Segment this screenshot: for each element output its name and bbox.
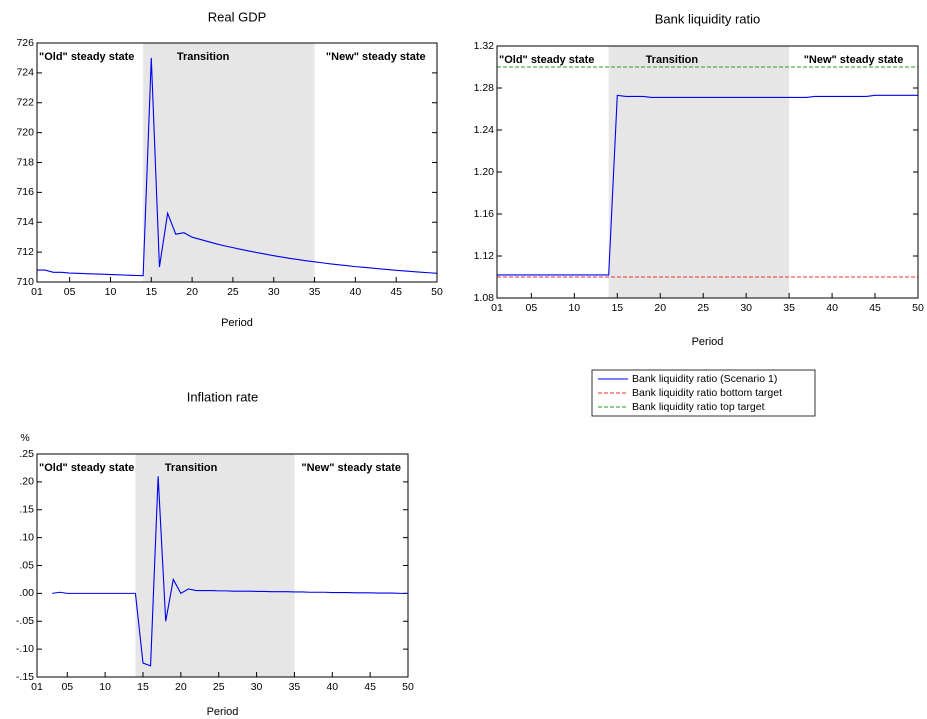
x-tick-label: 40	[826, 302, 838, 314]
y-tick-label: 1.12	[474, 250, 495, 262]
x-tick-label: 01	[31, 681, 43, 693]
y-tick-label: 1.24	[474, 124, 495, 136]
y-tick-label: 722	[16, 97, 34, 109]
x-tick-label: 05	[61, 681, 73, 693]
y-tick-label: .20	[19, 476, 34, 488]
shaded-region	[609, 46, 789, 298]
y-tick-label: 716	[16, 186, 34, 198]
y-tick-label: 720	[16, 126, 34, 138]
x-tick-label: 05	[526, 302, 538, 314]
y-tick-label: 714	[16, 216, 34, 228]
x-tick-label: 30	[268, 286, 280, 298]
x-tick-label: 01	[491, 302, 503, 314]
x-tick-label: 15	[611, 302, 623, 314]
x-axis-label: Period	[207, 706, 239, 718]
annotation: "Old" steady state	[499, 54, 594, 66]
x-tick-label: 40	[350, 286, 362, 298]
y-axis-label: %	[20, 432, 29, 444]
x-tick-label: 15	[137, 681, 149, 693]
y-tick-label: .00	[19, 587, 34, 599]
y-tick-label: 712	[16, 246, 34, 258]
x-tick-label: 25	[697, 302, 709, 314]
chart-title: Bank liquidity ratio	[655, 11, 761, 26]
x-tick-label: 25	[213, 681, 225, 693]
x-tick-label: 40	[326, 681, 338, 693]
x-tick-label: 30	[740, 302, 752, 314]
legend-label: Bank liquidity ratio bottom target	[632, 387, 782, 399]
annotation: Transition	[165, 462, 218, 474]
annotation: "New" steady state	[804, 54, 904, 66]
x-tick-label: 15	[145, 286, 157, 298]
annotation: "New" steady state	[326, 51, 426, 63]
x-tick-label: 45	[869, 302, 881, 314]
y-tick-label: 1.32	[474, 40, 495, 52]
legend-label: Bank liquidity ratio (Scenario 1)	[632, 373, 777, 385]
y-tick-label: .25	[19, 448, 34, 460]
annotation: Transition	[177, 51, 230, 63]
annotation: Transition	[646, 54, 699, 66]
x-tick-label: 10	[105, 286, 117, 298]
chart-title: Inflation rate	[187, 389, 259, 404]
chart-title: Real GDP	[208, 9, 267, 24]
y-tick-label: .05	[19, 559, 34, 571]
x-tick-label: 50	[431, 286, 443, 298]
x-tick-label: 30	[251, 681, 263, 693]
y-tick-label: 1.16	[474, 208, 495, 220]
x-tick-label: 45	[364, 681, 376, 693]
shaded-region	[143, 43, 314, 282]
figure: Real GDPPeriod71071271471671872072272472…	[0, 0, 927, 719]
x-tick-label: 05	[64, 286, 76, 298]
y-tick-label: 1.28	[474, 82, 495, 94]
x-tick-label: 35	[309, 286, 321, 298]
y-tick-label: 1.20	[474, 166, 495, 178]
x-tick-label: 10	[568, 302, 580, 314]
x-tick-label: 10	[99, 681, 111, 693]
x-tick-label: 20	[175, 681, 187, 693]
legend-label: Bank liquidity ratio top target	[632, 401, 765, 413]
x-tick-label: 25	[227, 286, 239, 298]
y-tick-label: -.10	[16, 643, 34, 655]
x-tick-label: 20	[654, 302, 666, 314]
x-tick-label: 20	[186, 286, 198, 298]
y-tick-label: 726	[16, 37, 34, 49]
x-tick-label: 35	[783, 302, 795, 314]
annotation: "Old" steady state	[39, 51, 134, 63]
y-tick-label: .15	[19, 504, 34, 516]
y-tick-label: -.05	[16, 615, 34, 627]
shaded-region	[135, 454, 294, 677]
y-tick-label: 724	[16, 67, 34, 79]
annotation: "New" steady state	[301, 462, 401, 474]
y-tick-label: 718	[16, 156, 34, 168]
x-tick-label: 50	[912, 302, 924, 314]
x-axis-label: Period	[221, 317, 253, 329]
annotation: "Old" steady state	[39, 462, 134, 474]
y-tick-label: .10	[19, 531, 34, 543]
x-tick-label: 01	[31, 286, 43, 298]
x-axis-label: Period	[692, 336, 724, 348]
x-tick-label: 35	[289, 681, 301, 693]
x-tick-label: 50	[402, 681, 414, 693]
x-tick-label: 45	[390, 286, 402, 298]
